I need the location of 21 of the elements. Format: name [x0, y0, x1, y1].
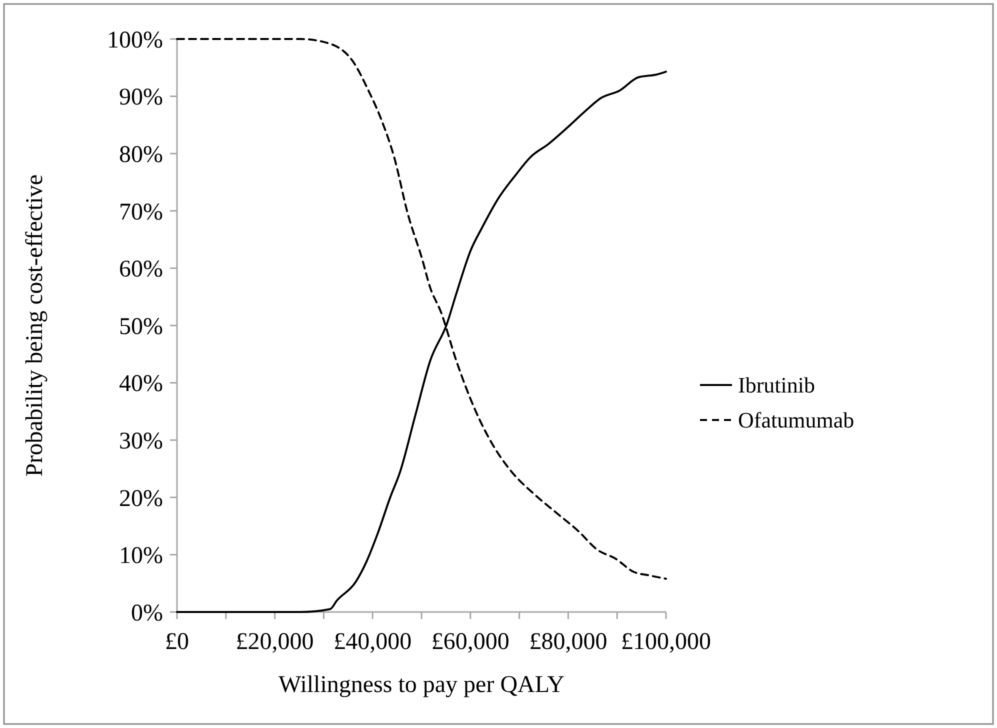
- y-tick-label: 60%: [119, 256, 163, 283]
- y-tick-label: 50%: [119, 314, 163, 340]
- y-tick-label: 80%: [119, 142, 163, 168]
- x-tick-label: £80,000: [529, 629, 608, 655]
- y-tick-label: 0%: [131, 600, 163, 626]
- x-tick-label: £0: [165, 629, 189, 655]
- y-tick-label: 10%: [119, 543, 163, 570]
- y-tick-label: 100%: [107, 27, 163, 54]
- x-tick-label: £60,000: [431, 629, 510, 655]
- y-tick-label: 70%: [119, 199, 163, 226]
- x-tick-label: £20,000: [236, 629, 314, 655]
- y-tick-label: 30%: [119, 428, 163, 454]
- legend-label: Ibrutinib: [738, 372, 815, 398]
- y-axis-title: Probability being cost-effective: [22, 174, 48, 477]
- x-tick-label: £40,000: [334, 629, 412, 655]
- y-tick-label: 90%: [119, 84, 163, 111]
- legend-label: Ofatumumab: [738, 408, 854, 433]
- y-tick-label: 20%: [119, 486, 163, 512]
- y-tick-label: 40%: [119, 371, 163, 398]
- x-axis-title: Willingness to pay per QALY: [278, 672, 564, 698]
- x-tick-label: £100,000: [621, 629, 711, 655]
